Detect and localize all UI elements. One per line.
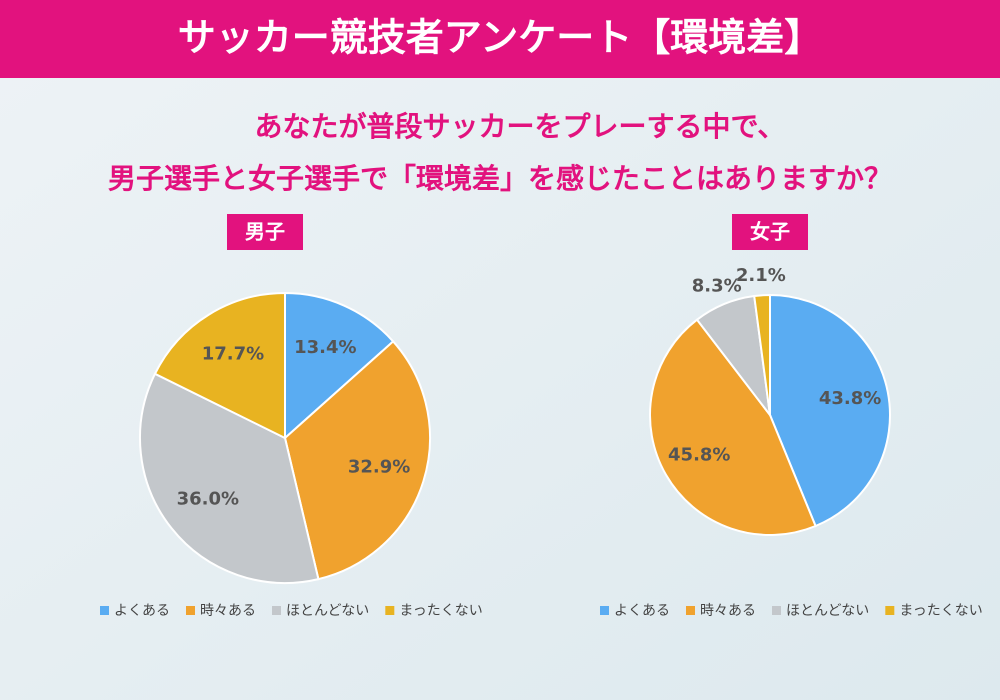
pie-slice	[284, 291, 395, 441]
pie-slice	[753, 293, 771, 416]
slide-title: サッカー競技者アンケート【環境差】	[178, 16, 822, 60]
pie-slice	[153, 291, 286, 440]
legend-swatch	[600, 606, 609, 615]
question-line: 男子選手と女子選手で「環境差」を感じたことはありますか？	[108, 162, 892, 195]
data-label: 43.8%	[819, 388, 881, 409]
legend-swatch	[272, 606, 281, 615]
legend-swatch	[885, 606, 895, 615]
legend-label: まったくない	[399, 603, 482, 619]
legend-label: 時々ある	[200, 603, 256, 619]
legend-swatch	[186, 606, 195, 615]
pie-slice	[649, 318, 817, 536]
chart-title: 男子	[245, 220, 285, 244]
legend-swatch	[385, 606, 395, 615]
header-band	[0, 0, 1000, 78]
legend-swatch	[100, 606, 109, 615]
pie-slice	[283, 340, 431, 581]
chart-title: 女子	[750, 220, 790, 244]
question-line: あなたが普段サッカーをプレーする中で、	[255, 110, 786, 143]
data-label: 2.1%	[736, 265, 786, 286]
pie-slice	[139, 372, 320, 584]
chart-title-box	[732, 214, 808, 250]
pie-slice	[769, 293, 891, 528]
data-label: 32.9%	[348, 457, 410, 478]
data-label: 13.4%	[294, 337, 356, 358]
data-label: 36.0%	[177, 488, 239, 509]
data-label: 17.7%	[202, 343, 264, 364]
legend-label: 時々ある	[700, 603, 756, 619]
legend-label: よくある	[614, 603, 670, 619]
legend-swatch	[772, 606, 781, 615]
legend-label: ほとんどない	[286, 603, 369, 619]
data-label: 45.8%	[668, 445, 730, 466]
legend-label: よくある	[114, 603, 170, 619]
legend-label: まったくない	[899, 603, 982, 619]
data-label: 8.3%	[692, 275, 742, 296]
chart-title-box	[227, 214, 303, 250]
legend-label: ほとんどない	[786, 603, 869, 619]
legend-swatch	[686, 606, 695, 615]
